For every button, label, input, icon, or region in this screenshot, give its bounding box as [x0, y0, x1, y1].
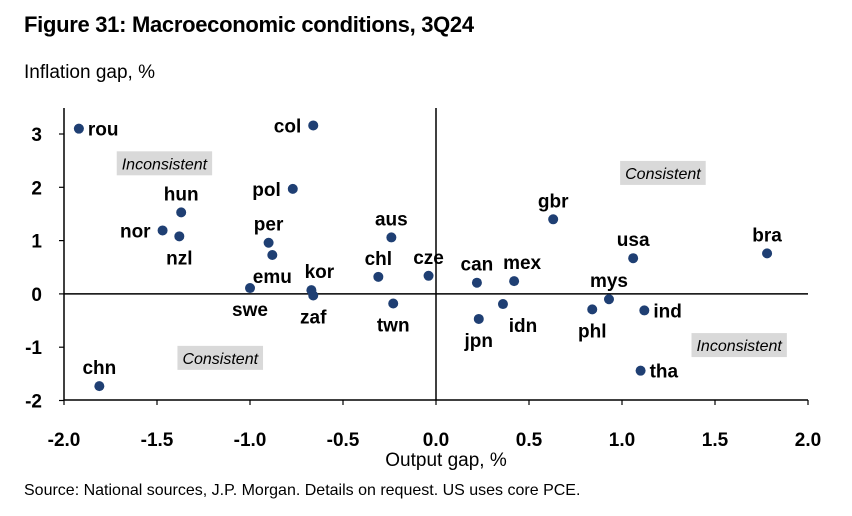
x-tick-label: -0.5 [327, 430, 360, 451]
data-point-twn [388, 298, 399, 309]
zone-label: Inconsistent [696, 338, 782, 355]
data-point-bra [762, 248, 773, 259]
data-point-zaf [308, 290, 319, 301]
point-label-jpn: jpn [464, 331, 494, 352]
data-point-gbr [548, 214, 559, 225]
point-label-swe: swe [232, 300, 268, 321]
zone-box [177, 345, 264, 370]
data-point-aus [386, 232, 397, 243]
x-tick-label: -1.5 [141, 430, 174, 451]
y-tick-label: 3 [31, 125, 42, 146]
data-point-phl [587, 304, 598, 315]
data-point-usa [628, 253, 639, 264]
point-label-zaf: zaf [300, 307, 327, 328]
x-tick-label: 0.0 [423, 430, 449, 451]
point-label-ind: ind [653, 301, 682, 322]
y-tick-label: -2 [25, 392, 42, 413]
data-points [73, 120, 773, 392]
data-point-emu [267, 249, 278, 260]
x-tick-label: -2.0 [48, 430, 81, 451]
data-point-hun [176, 207, 187, 218]
x-tick-label: -1.0 [234, 430, 267, 451]
point-label-chn: chn [82, 358, 116, 379]
data-point-jpn [473, 313, 484, 324]
data-point-can [471, 277, 482, 288]
data-point-chl [373, 271, 384, 282]
point-label-rou: rou [88, 120, 119, 141]
zone-label: Inconsistent [122, 156, 208, 173]
zone-annotation: Consistent [620, 160, 706, 185]
zone-box [691, 333, 787, 358]
point-label-nor: nor [120, 221, 151, 242]
data-point-chn [94, 381, 105, 392]
data-point-col [308, 120, 319, 131]
zone-label: Consistent [625, 166, 701, 183]
point-label-tha: tha [650, 362, 679, 383]
x-axis-label: Output gap, % [385, 450, 507, 471]
figure-title: Figure 31: Macroeconomic conditions, 3Q2… [24, 12, 474, 37]
tick-labels: -2.0 -1.5 -1.0 -0.5 0.0 0.5 1.0 1.5 2.0 -2 -1 0 1 2 3 [25, 125, 821, 451]
source-note: Source: National sources, J.P. Morgan. D… [24, 482, 581, 499]
point-label-bra: bra [752, 225, 782, 246]
point-label-emu: emu [253, 267, 292, 288]
zone-annotation: Inconsistent [116, 151, 213, 176]
data-point-cze [423, 270, 434, 281]
y-tick-label: -1 [25, 338, 42, 359]
data-point-swe [245, 283, 255, 294]
zone-annotations: Inconsistent Consistent Consistent Inconsis… [116, 151, 787, 370]
point-label-hun: hun [164, 184, 199, 205]
data-point-pol [287, 183, 298, 194]
data-point-nzl [174, 231, 185, 242]
point-label-kor: kor [305, 262, 335, 283]
point-label-per: per [254, 215, 284, 236]
point-label-idn: idn [509, 316, 538, 337]
point-label-cze: cze [413, 248, 444, 269]
point-label-nzl: nzl [166, 248, 192, 269]
point-label-mex: mex [503, 253, 541, 274]
point-label-gbr: gbr [538, 191, 569, 212]
y-axis-label: Inflation gap, % [24, 62, 155, 83]
data-point-per [263, 237, 274, 248]
zone-box [116, 151, 213, 176]
point-label-mys: mys [590, 271, 628, 292]
zone-box [620, 160, 706, 185]
y-tick-label: 2 [31, 178, 42, 199]
point-label-usa: usa [617, 230, 650, 251]
x-tick-label: 1.5 [702, 430, 729, 451]
point-label-phl: phl [578, 321, 607, 342]
data-point-tha [635, 365, 646, 376]
point-label-col: col [274, 116, 301, 137]
zone-annotation: Consistent [177, 345, 264, 370]
data-point-idn [497, 299, 508, 310]
point-label-twn: twn [377, 315, 410, 336]
y-tick-label: 0 [31, 285, 42, 306]
zone-label: Consistent [182, 351, 258, 368]
point-label-chl: chl [365, 249, 392, 270]
x-tick-label: 2.0 [795, 430, 821, 451]
x-tick-label: 0.5 [516, 430, 543, 451]
data-point-mex [509, 276, 520, 287]
zone-annotation: Inconsistent [691, 333, 787, 358]
y-tick-label: 1 [31, 232, 42, 253]
data-point-nor [157, 225, 168, 236]
x-tick-label: 1.0 [609, 430, 635, 451]
data-point-rou [73, 123, 84, 134]
point-label-can: can [461, 255, 494, 276]
data-point-ind [639, 305, 650, 316]
data-point-mys [603, 294, 614, 305]
point-label-pol: pol [252, 180, 281, 201]
point-label-aus: aus [375, 209, 408, 230]
